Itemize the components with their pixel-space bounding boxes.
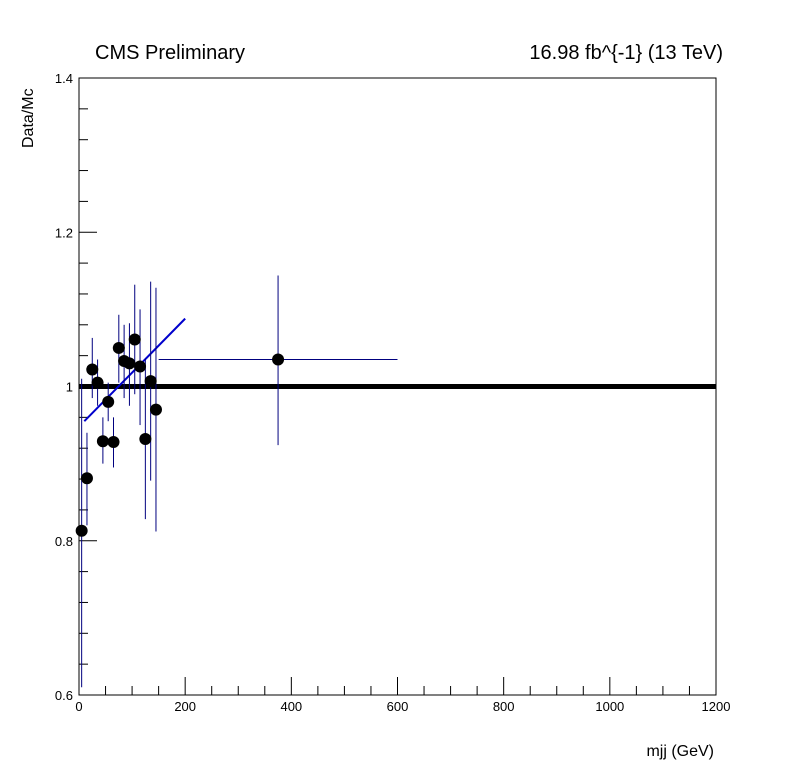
data-point [139, 432, 152, 445]
y-tick-label: 0.6 [55, 688, 73, 703]
data-point [75, 524, 88, 537]
x-tick-label: 1200 [702, 699, 731, 714]
x-axis: 0 200 400 600 800 1000 1200 [75, 677, 730, 714]
data-point [96, 435, 109, 448]
data-point [112, 341, 125, 354]
x-tick-label: 600 [387, 699, 409, 714]
data-point [144, 375, 157, 388]
luminosity-label: 16.98 fb^{-1} (13 TeV) [529, 42, 723, 64]
y-tick-label: 1 [66, 380, 73, 395]
data-point [272, 353, 285, 366]
data-point [128, 333, 141, 346]
data-point [86, 363, 99, 376]
data-point [102, 395, 115, 408]
x-tick-label: 200 [174, 699, 196, 714]
data-point [123, 357, 136, 370]
x-tick-label: 800 [493, 699, 515, 714]
y-tick-label: 0.8 [55, 534, 73, 549]
x-axis-title: mjj (GeV) [646, 743, 714, 760]
error-bars [79, 275, 398, 688]
y-axis-title: Data/Mc [20, 88, 37, 148]
data-point [107, 436, 120, 449]
data-point [149, 403, 162, 416]
data-points [75, 333, 285, 537]
x-tick-label: 400 [280, 699, 302, 714]
x-tick-label: 1000 [595, 699, 624, 714]
x-tick-label: 0 [75, 699, 82, 714]
data-point [134, 360, 147, 373]
data-point [91, 376, 104, 389]
y-tick-label: 1.4 [55, 71, 73, 86]
y-tick-label: 1.2 [55, 225, 73, 240]
cms-preliminary-label: CMS Preliminary [95, 42, 246, 64]
data-point [80, 472, 93, 485]
